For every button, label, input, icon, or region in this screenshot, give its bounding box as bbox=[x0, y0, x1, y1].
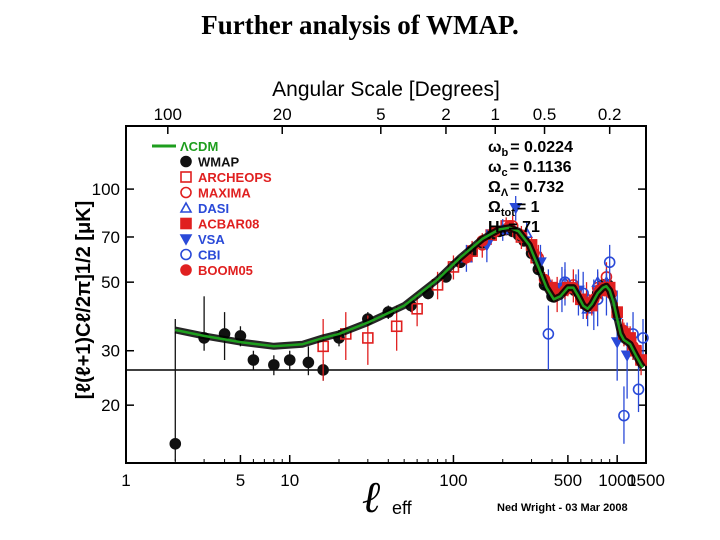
top-tick-label: 0.2 bbox=[598, 105, 622, 124]
lcdm-model-curve bbox=[175, 226, 644, 369]
legend-label: DASI bbox=[198, 201, 229, 216]
top-tick-label: 0.5 bbox=[533, 105, 557, 124]
cbi-data-point bbox=[603, 256, 616, 269]
wmap-data-point bbox=[302, 356, 315, 369]
archeops-data-point bbox=[390, 320, 403, 333]
top-tick-label: 5 bbox=[376, 105, 385, 124]
cbi-data-point bbox=[637, 332, 649, 344]
param-omega-lambda: ΩΛ = 0.732 bbox=[488, 179, 564, 199]
legend-label: ACBAR08 bbox=[198, 217, 259, 232]
legend-swatch-vsa bbox=[179, 234, 193, 246]
top-tick-label: 100 bbox=[154, 105, 182, 124]
cosmology-parameters: ωb = 0.0224 ωc = 0.1136 ΩΛ = 0.732 Ωtot = 1 … bbox=[488, 139, 573, 239]
legend-label: WMAP bbox=[198, 155, 239, 170]
slide-title: Further analysis of WMAP. bbox=[201, 10, 519, 40]
x-tick-label: 10 bbox=[280, 471, 299, 490]
param-omega-tot: Ωtot = 1 bbox=[488, 199, 540, 219]
y-tick-label: 70 bbox=[101, 228, 120, 247]
vsa-data-point bbox=[509, 202, 523, 215]
y-tick-label: 20 bbox=[101, 396, 120, 415]
top-tick-label: 2 bbox=[441, 105, 450, 124]
wmap-data-point bbox=[268, 359, 280, 371]
y-tick-label: 100 bbox=[92, 180, 120, 199]
x-axis-label-subscript: eff bbox=[392, 498, 413, 518]
cbi-data-point bbox=[618, 409, 630, 422]
plot-frame bbox=[125, 125, 647, 464]
legend-swatch-wmap bbox=[180, 155, 192, 168]
legend-swatch-boom05 bbox=[180, 264, 192, 276]
legend-swatch-cbi bbox=[180, 248, 192, 261]
cbi-data-point bbox=[632, 383, 645, 396]
legend-label: ΛCDM bbox=[180, 139, 218, 154]
archeops-data-point bbox=[411, 302, 423, 315]
credit-text: Ned Wright - 03 Mar 2008 bbox=[497, 502, 628, 514]
top-axis-title: Angular Scale [Degrees] bbox=[272, 78, 500, 101]
wmap-data-point bbox=[283, 354, 296, 366]
vsa-data-point bbox=[620, 350, 634, 362]
top-tick-label: 1 bbox=[491, 105, 500, 124]
legend-label: CBI bbox=[198, 248, 220, 263]
legend-label: BOOM05 bbox=[198, 263, 253, 278]
legend-label: MAXIMA bbox=[198, 186, 251, 201]
legend-label: VSA bbox=[198, 232, 225, 247]
chart-legend: ΛCDMWMAPARCHEOPSMAXIMADASIACBAR08VSACBIB… bbox=[152, 139, 272, 278]
cbi-data-point bbox=[542, 328, 555, 340]
param-omega-c: ωc = 0.1136 bbox=[488, 159, 572, 179]
x-axis-label: ℓ bbox=[363, 473, 382, 522]
x-tick-label: 1500 bbox=[627, 471, 665, 490]
archeops-data-point bbox=[362, 332, 374, 344]
y-tick-label: 30 bbox=[101, 342, 120, 361]
legend-label: ARCHEOPS bbox=[198, 170, 272, 185]
wmap-data-point bbox=[247, 354, 260, 366]
y-tick-label: 50 bbox=[101, 273, 120, 292]
x-tick-label: 500 bbox=[554, 471, 582, 490]
param-h0: Ho = 71 bbox=[488, 219, 540, 239]
legend-swatch-acbar08 bbox=[180, 217, 192, 230]
legend-swatch-maxima bbox=[180, 186, 192, 199]
legend-swatch-archeops bbox=[180, 171, 192, 183]
top-tick-label: 20 bbox=[273, 105, 292, 124]
x-tick-label: 1 bbox=[121, 471, 130, 490]
x-tick-label: 100 bbox=[439, 471, 467, 490]
param-omega-b: ωb = 0.0224 bbox=[488, 139, 573, 159]
x-tick-label: 1000 bbox=[598, 471, 636, 490]
wmap-data-point bbox=[169, 437, 182, 450]
y-axis-label: [ℓ(ℓ+1)Cℓ/2π]1/2 [μK] bbox=[73, 201, 95, 400]
legend-swatch-dasi bbox=[179, 201, 193, 213]
x-tick-label: 5 bbox=[236, 471, 245, 490]
